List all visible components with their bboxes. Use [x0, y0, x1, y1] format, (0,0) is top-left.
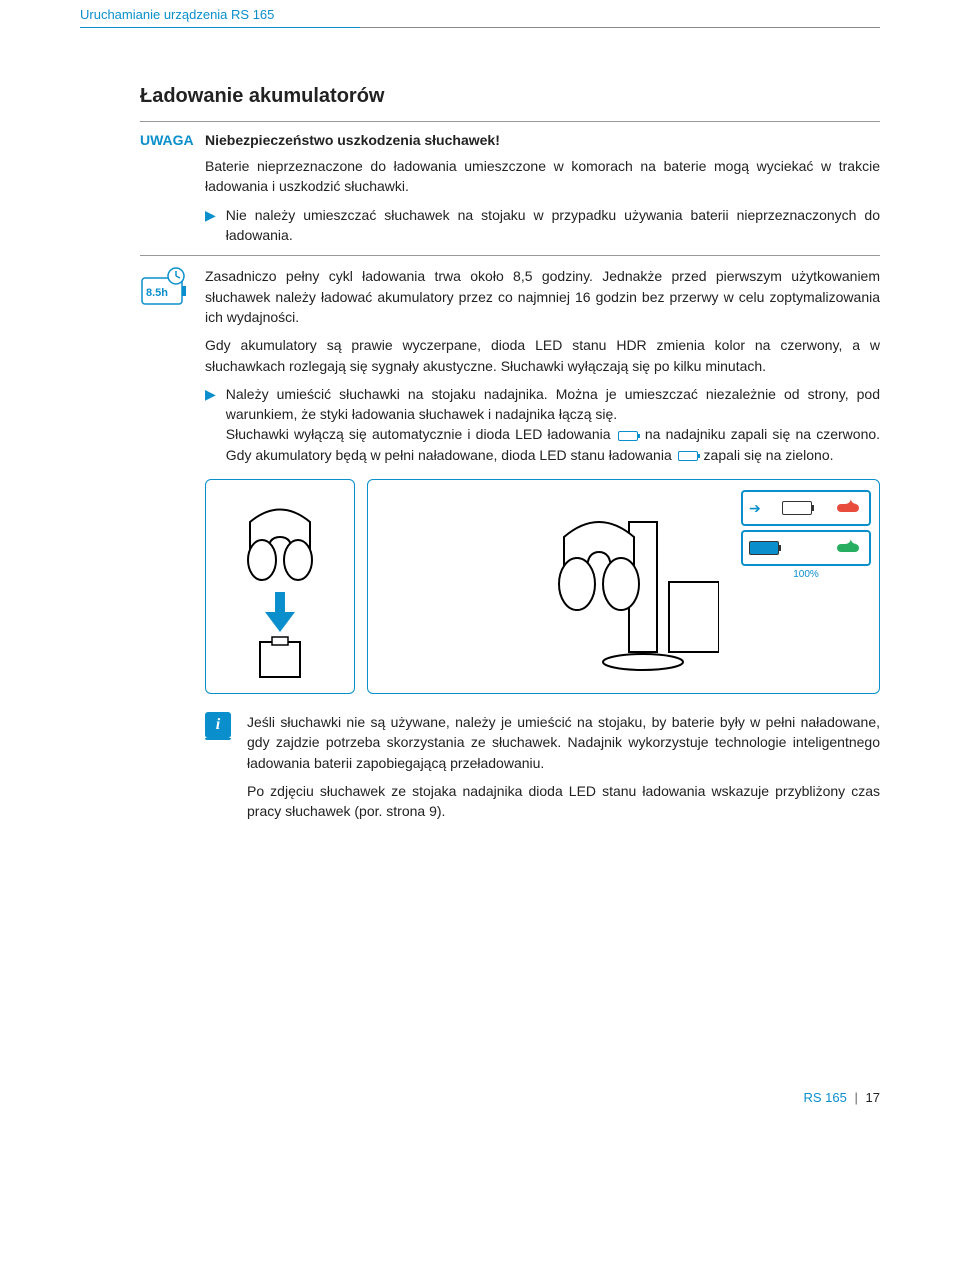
footer-page-number: 17: [866, 1090, 880, 1105]
caution-body: Baterie nieprzeznaczone do ładowania umi…: [205, 156, 880, 197]
page-footer: RS 165 | 17: [80, 1089, 880, 1108]
status-charging-row: ➔ ✦: [741, 490, 871, 526]
paragraph-2: Gdy akumulatory są prawie wyczerpane, di…: [205, 335, 880, 376]
status-full-row: ✦: [741, 530, 871, 566]
footer-brand: RS 165: [804, 1090, 847, 1105]
page-header: Uruchamianie urządzenia RS 165: [80, 0, 880, 32]
divider: [140, 121, 880, 122]
arrow-right-icon: ➔: [749, 498, 761, 518]
battery-icon: [782, 501, 812, 515]
caution-title: Niebezpieczeństwo uszkodzenia słuchawek!: [205, 130, 880, 150]
step-text: Należy umieścić słuchawki na stojaku nad…: [226, 384, 880, 465]
caution-block: UWAGA Niebezpieczeństwo uszkodzenia słuc…: [140, 121, 880, 256]
percent-label: 100%: [741, 568, 871, 583]
info-icon: i: [205, 712, 231, 738]
triangle-bullet-icon: ▶: [205, 205, 216, 246]
figure-headset-drop: [205, 479, 355, 694]
paragraph-1: Zasadniczo pełny cykl ładowania trwa oko…: [205, 266, 880, 327]
footer-separator: |: [855, 1090, 858, 1105]
led-sparkle-green-icon: ✦: [833, 536, 863, 560]
charge-time-icon: 8.5h: [140, 266, 190, 308]
info-paragraph-1: Jeśli słuchawki nie są używane, należy j…: [247, 712, 880, 773]
section-title: Ładowanie akumulatorów: [140, 82, 880, 111]
divider: [140, 255, 880, 256]
main-body: 8.5h Zasadniczo pełny cykl ładowania trw…: [140, 266, 880, 829]
svg-text:8.5h: 8.5h: [146, 287, 168, 299]
triangle-bullet-icon: ▶: [205, 384, 216, 465]
status-indicators: ➔ ✦ ✦: [741, 490, 871, 583]
led-inline-icon: [618, 431, 638, 441]
caution-bullet: Nie należy umieszczać słuchawek na stoja…: [226, 205, 880, 246]
battery-full-icon: [749, 541, 779, 555]
led-sparkle-red-icon: ✦: [833, 496, 863, 520]
caution-label: UWAGA: [140, 130, 205, 150]
info-block: i Jeśli słuchawki nie są używane, należy…: [205, 712, 880, 829]
figures-row: ➔ ✦ ✦: [205, 479, 880, 694]
figure-dock-status: ➔ ✦ ✦: [367, 479, 880, 694]
info-paragraph-2: Po zdjęciu słuchawek ze stojaka nadajnik…: [247, 781, 880, 822]
led-inline-icon: [678, 451, 698, 461]
